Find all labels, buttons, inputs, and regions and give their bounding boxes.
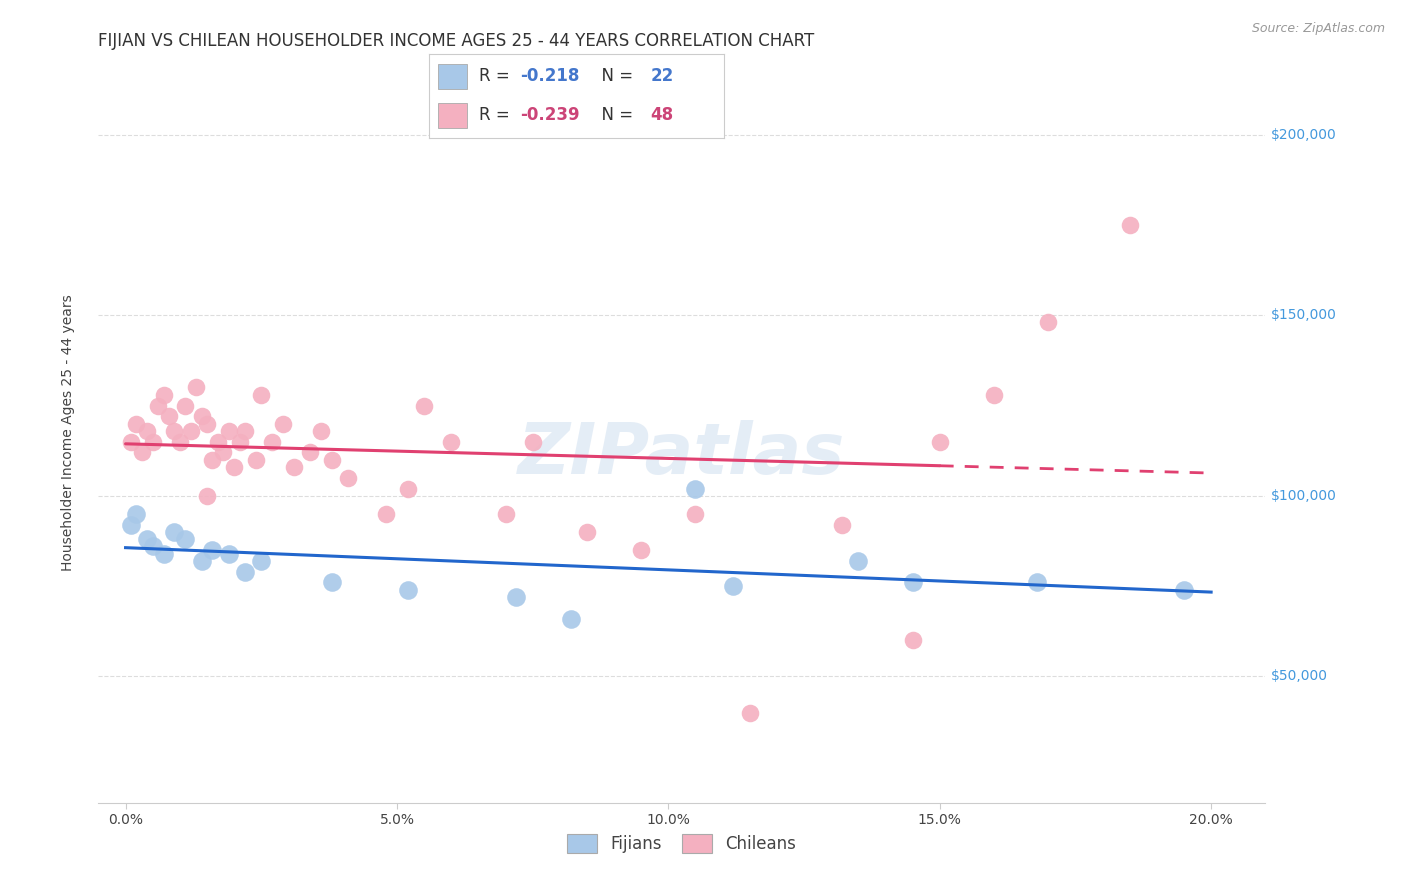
Point [250,387,273,401]
Point [169,434,191,449]
Point [174,399,197,413]
Point [174,532,197,546]
Point [440,434,463,449]
Point [142,434,165,449]
Point [309,424,332,438]
Point [560,612,582,626]
Point [505,590,527,604]
Text: $100,000: $100,000 [1271,489,1337,503]
Text: 48: 48 [651,106,673,124]
Point [1118,218,1140,232]
Point [831,517,853,532]
Text: $50,000: $50,000 [1271,669,1329,683]
Point [283,459,305,474]
Point [157,409,180,424]
Point [522,434,544,449]
Text: $200,000: $200,000 [1271,128,1337,142]
Point [218,547,240,561]
Point [738,706,761,720]
Text: FIJIAN VS CHILEAN HOUSEHOLDER INCOME AGES 25 - 44 YEARS CORRELATION CHART: FIJIAN VS CHILEAN HOUSEHOLDER INCOME AGE… [98,32,814,50]
Point [630,543,652,558]
Point [901,633,924,648]
Point [901,575,924,590]
Point [190,554,212,568]
Point [321,575,343,590]
Text: Source: ZipAtlas.com: Source: ZipAtlas.com [1251,22,1385,36]
Point [180,424,202,438]
Point [983,387,1005,401]
Legend: Fijians, Chileans: Fijians, Chileans [560,825,804,861]
Point [195,417,218,431]
Point [233,424,256,438]
Point [846,554,869,568]
Point [131,445,153,459]
Point [184,380,207,394]
FancyBboxPatch shape [437,103,467,128]
Point [928,434,950,449]
Point [250,554,273,568]
Point [375,507,398,521]
Point [207,434,229,449]
Text: $150,000: $150,000 [1271,309,1337,322]
Point [233,565,256,579]
Text: N =: N = [591,68,638,86]
Text: R =: R = [479,68,515,86]
Point [190,409,212,424]
Point [413,399,436,413]
Point [337,471,360,485]
Point [723,579,745,593]
Point [685,482,707,496]
Y-axis label: Householder Income Ages 25 - 44 years: Householder Income Ages 25 - 44 years [60,294,75,571]
Point [224,459,246,474]
Point [120,434,142,449]
Point [201,543,224,558]
Point [125,417,148,431]
Point [136,424,159,438]
Point [152,547,174,561]
Point [142,540,165,554]
Point [1026,575,1049,590]
Text: -0.239: -0.239 [520,106,581,124]
Point [228,434,250,449]
Point [152,387,174,401]
Point [271,417,294,431]
Point [396,582,419,597]
Point [146,399,169,413]
Point [1173,582,1195,597]
Point [245,452,267,467]
Point [120,517,142,532]
Point [1038,316,1060,330]
Point [125,507,148,521]
Point [163,524,186,539]
Text: ZIPatlas: ZIPatlas [519,420,845,490]
Text: R =: R = [479,106,515,124]
Point [575,524,598,539]
Point [685,507,707,521]
Point [136,532,159,546]
Point [396,482,419,496]
Text: 22: 22 [651,68,673,86]
Point [262,434,284,449]
Point [218,424,240,438]
Point [163,424,186,438]
Point [299,445,322,459]
Text: N =: N = [591,106,638,124]
Point [495,507,517,521]
Point [321,452,343,467]
Point [195,489,218,503]
FancyBboxPatch shape [437,63,467,89]
Text: -0.218: -0.218 [520,68,579,86]
Point [201,452,224,467]
Point [212,445,235,459]
